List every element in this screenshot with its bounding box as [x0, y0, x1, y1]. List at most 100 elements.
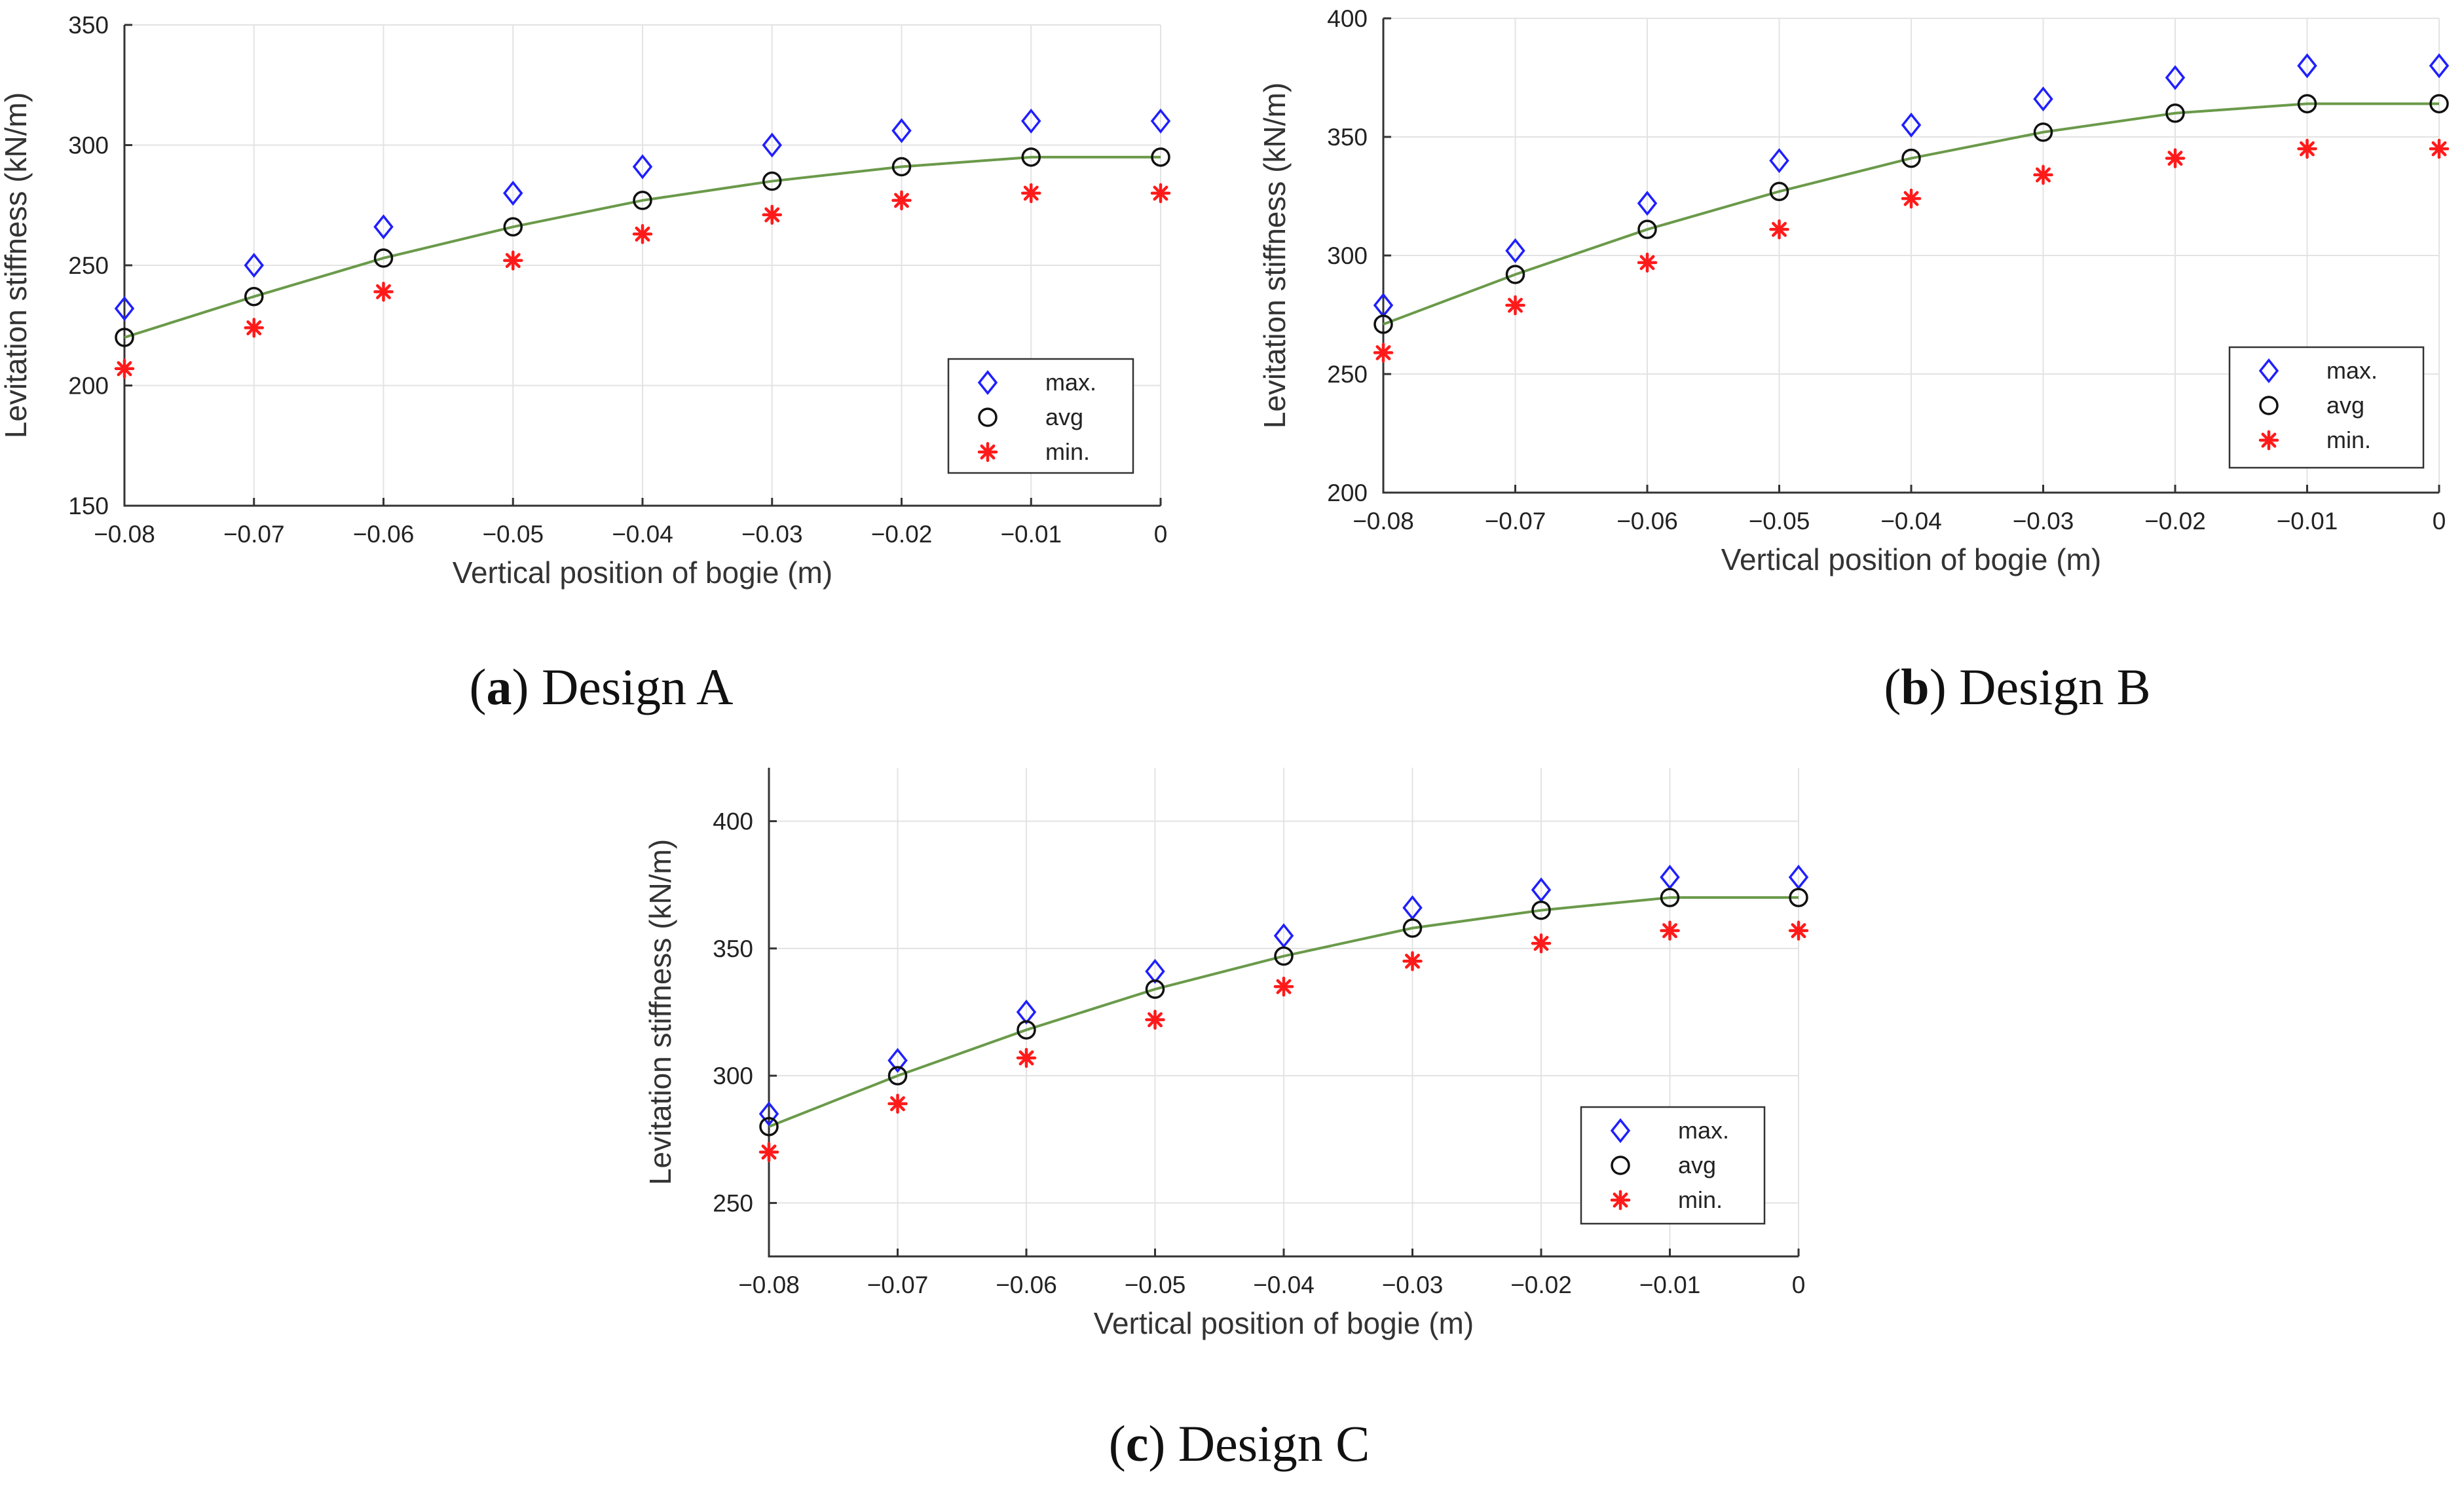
- point-diamond: [2165, 65, 2186, 90]
- y-tick-label: 350: [68, 12, 109, 39]
- series-max: [1373, 53, 2450, 318]
- caption: (b) Design B: [1884, 658, 2150, 715]
- point-asterisk: [244, 318, 264, 338]
- x-tick-label: −0.01: [1000, 521, 1062, 548]
- y-tick-label: 300: [713, 1063, 753, 1089]
- x-tick-label: 0: [1154, 521, 1168, 548]
- point-asterisk: [1788, 920, 1809, 941]
- x-tick-label: −0.08: [94, 521, 155, 548]
- y-tick-label: 250: [1327, 361, 1368, 388]
- point-asterisk: [632, 224, 653, 244]
- point-diamond: [1788, 865, 1809, 890]
- caption-open: (: [1884, 658, 1901, 715]
- y-axis-label: Levitation stiffness (kN/m): [643, 839, 677, 1185]
- point-diamond: [632, 154, 653, 179]
- point-circle: [2429, 94, 2449, 114]
- point-circle: [1373, 314, 1393, 334]
- legend-marker-diamond: [1610, 1118, 1631, 1144]
- point-circle: [887, 1066, 908, 1085]
- point-asterisk: [1660, 920, 1680, 941]
- legend: max. avg min.: [2228, 346, 2425, 469]
- y-axis-label: Levitation stiffness (kN/m): [0, 92, 33, 438]
- x-tick-label: −0.05: [1749, 508, 1810, 535]
- x-tick-label: −0.06: [996, 1271, 1057, 1298]
- legend-marker-asterisk: [977, 442, 998, 462]
- caption-letter: c: [1126, 1415, 1149, 1472]
- x-tick-label: −0.08: [1353, 508, 1414, 535]
- point-asterisk: [114, 358, 135, 379]
- point-circle: [1637, 219, 1657, 239]
- caption-text: ) Design C: [1148, 1415, 1370, 1472]
- point-diamond: [891, 118, 912, 143]
- x-tick-label: −0.06: [1616, 508, 1678, 535]
- legend-label: max.: [1045, 369, 1096, 396]
- x-tick-label: 0: [2433, 508, 2446, 535]
- series-avg: [115, 147, 1170, 347]
- point-asterisk: [2165, 148, 2186, 168]
- point-circle: [1021, 147, 1041, 167]
- series-avg: [759, 888, 1808, 1137]
- legend-label: max.: [2326, 357, 2378, 384]
- chart-b: −0.08 −0.07 −0.06 −0.05 −0.04 −0.03 −0.02 −0.01…: [1258, 5, 2450, 715]
- legend-label: min.: [2326, 426, 2371, 453]
- series-min: [758, 920, 1809, 1162]
- x-tick-label: −0.06: [353, 521, 415, 548]
- legend-marker-circle: [978, 407, 998, 427]
- y-tick-label: 200: [1327, 480, 1368, 506]
- legend-label: avg: [2326, 392, 2364, 419]
- point-asterisk: [503, 250, 523, 271]
- legend-label: min.: [1045, 438, 1090, 465]
- point-diamond: [1637, 191, 1658, 216]
- y-tick-label: 250: [713, 1190, 753, 1216]
- point-circle: [1274, 946, 1294, 966]
- point-diamond: [503, 180, 523, 206]
- series-min: [114, 183, 1171, 379]
- point-circle: [1151, 147, 1170, 167]
- point-asterisk: [1901, 188, 1922, 209]
- point-circle: [891, 157, 912, 177]
- point-asterisk: [1273, 976, 1294, 997]
- point-circle: [759, 1117, 779, 1137]
- point-asterisk: [1016, 1047, 1037, 1068]
- point-diamond: [2033, 86, 2053, 112]
- avg-fit-line: [1383, 102, 2439, 326]
- x-tick-label: −0.03: [2013, 508, 2074, 535]
- point-diamond: [1531, 877, 1552, 903]
- point-asterisk: [373, 282, 394, 302]
- y-tick-label: 350: [713, 935, 753, 962]
- x-tick-label: −0.05: [1125, 1271, 1186, 1298]
- caption-open: (: [1109, 1415, 1126, 1472]
- point-circle: [1402, 918, 1423, 938]
- point-circle: [1017, 1020, 1036, 1040]
- point-asterisk: [2033, 164, 2053, 185]
- x-tick-label: −0.03: [1382, 1271, 1444, 1298]
- point-asterisk: [1145, 1009, 1165, 1030]
- point-diamond: [758, 1101, 779, 1127]
- legend-label: min.: [1678, 1186, 1723, 1213]
- point-diamond: [2297, 53, 2317, 79]
- point-asterisk: [1373, 343, 1394, 363]
- y-axis-label: Levitation stiffness (kN/m): [1258, 83, 1292, 428]
- point-diamond: [1402, 895, 1423, 920]
- point-circle: [373, 248, 394, 268]
- legend-label: avg: [1045, 404, 1083, 430]
- point-diamond: [887, 1047, 908, 1073]
- legend-marker-circle: [2259, 396, 2279, 415]
- point-diamond: [1016, 999, 1037, 1025]
- point-diamond: [1021, 108, 1041, 134]
- x-tick-label: −0.04: [612, 521, 673, 548]
- point-diamond: [2429, 53, 2450, 79]
- point-circle: [1531, 900, 1551, 920]
- caption-letter: b: [1901, 658, 1929, 715]
- y-tick-label: 400: [1327, 5, 1368, 32]
- point-circle: [1769, 181, 1789, 202]
- y-tick-label: 300: [1327, 242, 1368, 269]
- point-asterisk: [1531, 933, 1552, 954]
- y-tick-label: 200: [68, 373, 109, 400]
- legend-box: [947, 358, 1134, 474]
- point-circle: [115, 328, 134, 347]
- point-circle: [633, 191, 652, 210]
- x-tick-label: −0.01: [1639, 1271, 1701, 1298]
- avg-fit-line: [768, 896, 1799, 1128]
